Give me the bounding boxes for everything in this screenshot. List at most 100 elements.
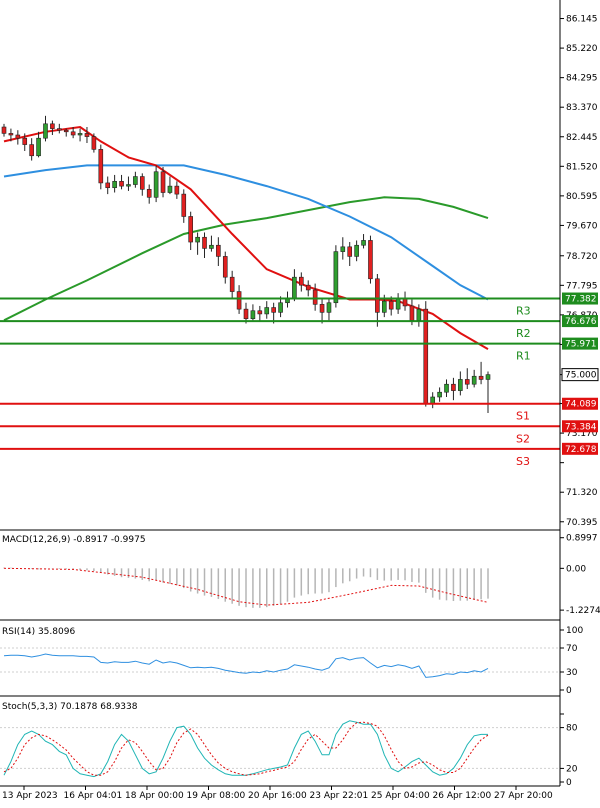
rsi-tick-label: 70: [566, 644, 578, 654]
candle-body: [133, 176, 138, 185]
rsi-line: [3, 653, 489, 678]
current-price-label: 75.000: [565, 371, 597, 381]
candle-body: [326, 302, 332, 313]
candle-body: [430, 396, 435, 404]
candle: [423, 301, 429, 407]
candle: [8, 128, 14, 142]
price-panel: 86.145 85.220 84.295 83.370 82.445 81.520 80.5…: [0, 15, 599, 528]
candle: [340, 237, 346, 260]
candle: [368, 235, 373, 284]
candle: [333, 245, 339, 308]
candle: [153, 165, 159, 203]
rsi-tick-label: 30: [566, 668, 578, 678]
price-tick-label: 83.370: [566, 103, 598, 113]
level-label-s2: S2: [516, 432, 530, 445]
candle: [354, 240, 359, 262]
candle: [305, 280, 311, 297]
candle: [105, 176, 111, 195]
candle-body: [368, 240, 373, 280]
candle-body: [292, 276, 297, 299]
candle-body: [478, 375, 484, 380]
candle: [471, 369, 477, 388]
candle: [229, 270, 235, 298]
level-price-s1: 74.089: [565, 400, 597, 410]
level-price-box: [562, 442, 598, 455]
candle: [50, 120, 55, 135]
candle: [312, 283, 318, 311]
candle-body: [174, 185, 180, 195]
stoch-panel: Stoch(5,3,3) 70.1878 68.9338 80 20 0: [0, 702, 578, 788]
candle: [57, 123, 62, 134]
candle-body: [112, 181, 117, 189]
candle-body: [167, 185, 173, 193]
price-tick-label: 78.720: [566, 252, 598, 262]
candle: [91, 133, 97, 153]
level-price-s2: 73.384: [565, 422, 597, 432]
candle: [29, 138, 34, 161]
candle-body: [70, 131, 76, 136]
candle: [160, 166, 166, 198]
price-tick-label: 71.320: [566, 488, 598, 498]
candle-body: [361, 240, 366, 246]
price-tick-label: 70.395: [566, 518, 598, 528]
candle: [464, 368, 470, 390]
candle-body: [395, 297, 401, 310]
time-tick-label: 19 Apr 08:00: [187, 791, 246, 801]
candle-body: [98, 149, 104, 184]
candle: [181, 189, 187, 223]
candle: [222, 251, 228, 284]
candle: [361, 234, 366, 249]
candle-body: [202, 236, 207, 249]
candle: [188, 211, 193, 251]
candle-body: [264, 307, 270, 315]
candle: [202, 232, 207, 259]
rsi-title: RSI(14) 35.8096: [2, 627, 75, 637]
candle-body: [139, 176, 145, 190]
candle-body: [444, 383, 449, 393]
candle-body: [354, 244, 359, 257]
candle: [174, 181, 180, 199]
candle: [216, 237, 221, 266]
candle-body: [77, 133, 83, 136]
candle: [347, 242, 353, 266]
level-price-box: [562, 397, 598, 410]
candle-body: [195, 236, 200, 243]
time-tick-label: 27 Apr 20:00: [494, 791, 553, 801]
time-tick-label: 20 Apr 16:00: [248, 791, 307, 801]
candle: [209, 235, 214, 252]
candle: [437, 387, 442, 402]
candle-body: [126, 184, 131, 187]
candle-body: [305, 284, 311, 291]
candle-body: [57, 128, 62, 131]
candle: [119, 174, 124, 190]
candle: [458, 371, 463, 396]
candle-body: [485, 374, 491, 380]
level-price-s3: 72.678: [565, 445, 597, 455]
price-tick-label: 82.445: [566, 133, 598, 143]
candle: [478, 361, 484, 385]
candle: [264, 301, 270, 319]
candle-body: [471, 375, 477, 385]
candle-body: [8, 133, 14, 136]
candle: [257, 305, 263, 322]
candle: [139, 173, 145, 196]
candle-body: [312, 289, 318, 305]
candle: [278, 296, 283, 318]
level-price-box: [562, 292, 598, 305]
stoch-tick-label: 0: [566, 778, 572, 788]
candle-body: [209, 244, 214, 249]
candle: [133, 171, 138, 188]
macd-panel: MACD(12,26,9) -0.8917 -0.9975 0.8997 0.00…: [0, 529, 600, 621]
level-price-box: [562, 420, 598, 433]
time-tick-label: 18 Apr 00:00: [125, 791, 184, 801]
candle-body: [451, 383, 456, 391]
macd-signal-line: [3, 567, 489, 606]
rsi-tick-label: 100: [566, 626, 583, 636]
candle: [451, 377, 456, 401]
level-price-box: [562, 315, 598, 328]
candle-body: [105, 182, 111, 189]
candle: [22, 133, 28, 151]
level-label-s3: S3: [516, 455, 530, 468]
candle: [15, 130, 21, 145]
candle-body: [153, 171, 159, 198]
